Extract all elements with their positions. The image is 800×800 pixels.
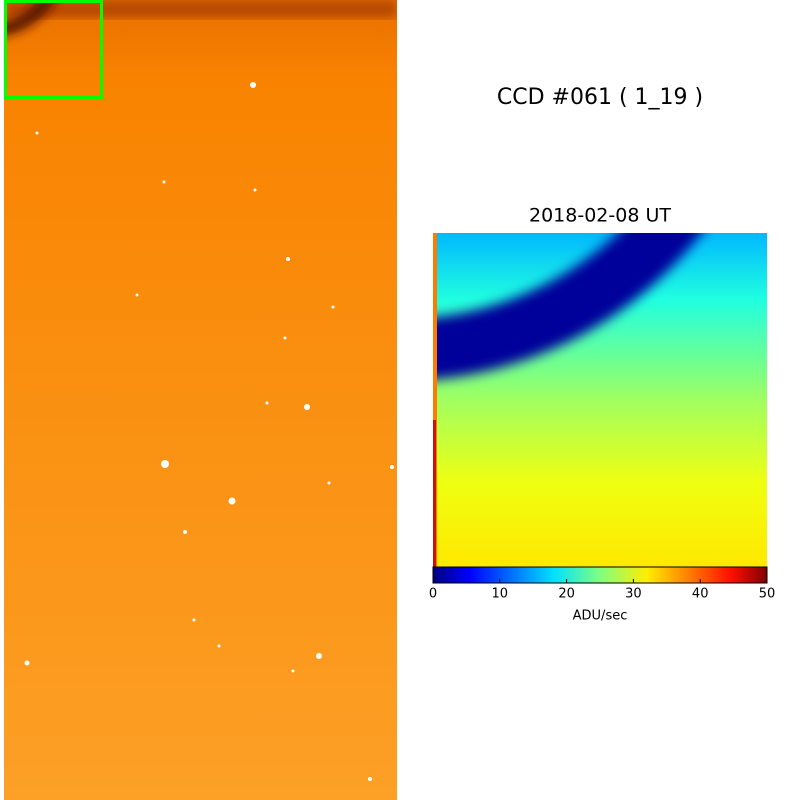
colorbar: ADU/sec bbox=[432, 566, 768, 624]
tick-label: 40 bbox=[692, 587, 709, 602]
tick-label: 50 bbox=[759, 587, 776, 602]
colorbar-label: ADU/sec bbox=[573, 609, 628, 624]
tick-label: 0 bbox=[429, 587, 437, 602]
ccd-image bbox=[4, 0, 397, 800]
figure-title: CCD #061 ( 1_19 ) bbox=[497, 85, 703, 110]
zoom-box bbox=[4, 0, 103, 99]
tick-label: 10 bbox=[492, 587, 509, 602]
colorbar-scale bbox=[432, 566, 768, 584]
tick-label: 30 bbox=[625, 587, 642, 602]
tick-label: 20 bbox=[558, 587, 575, 602]
zoom-image bbox=[433, 233, 767, 567]
panel-title: 2018-02-08 UT bbox=[529, 205, 671, 227]
